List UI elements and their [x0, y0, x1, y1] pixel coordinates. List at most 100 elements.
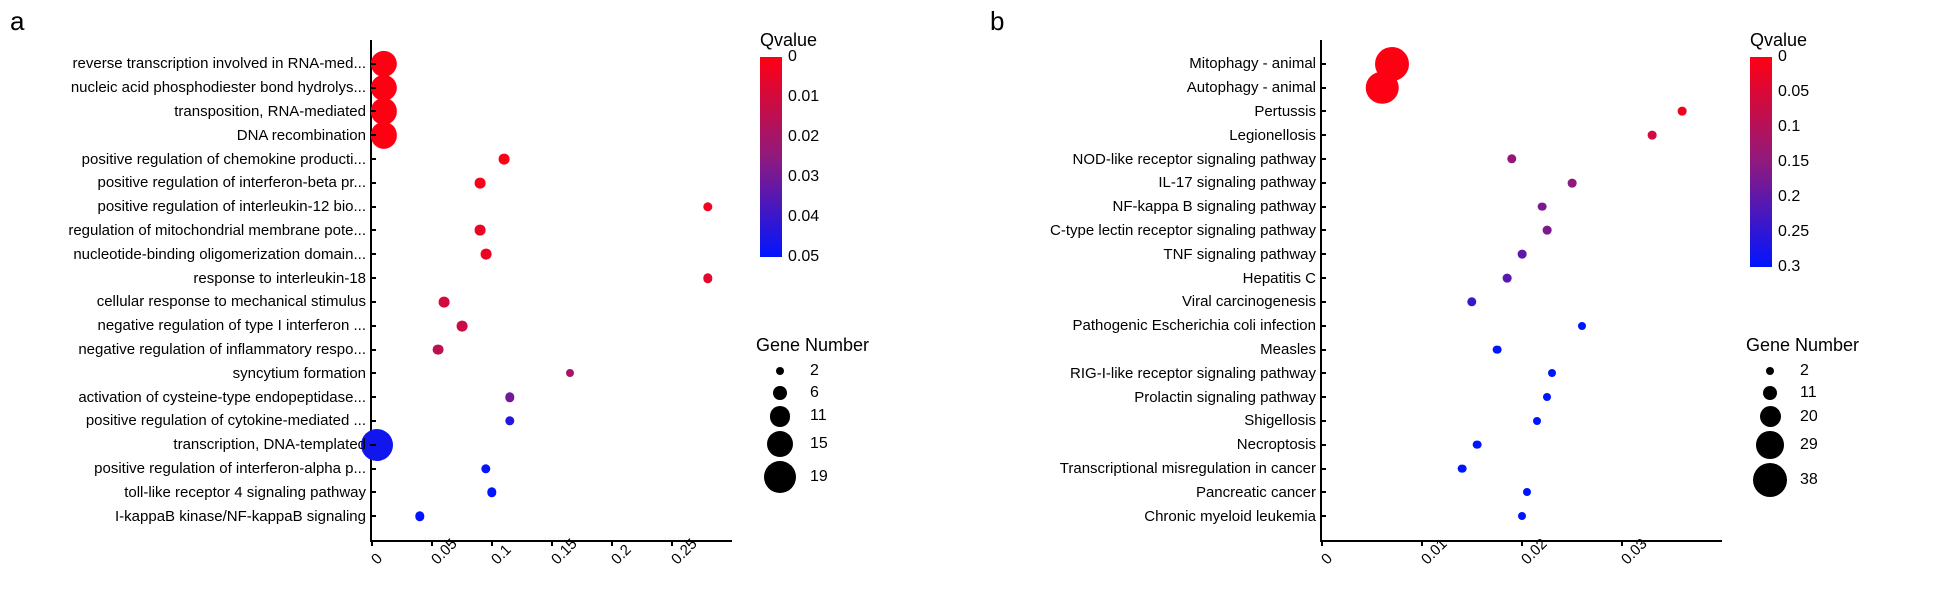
- y-axis-tick: [370, 349, 376, 351]
- data-point: [1473, 440, 1482, 449]
- gene-number-value: 2: [1800, 362, 1809, 380]
- qvalue-tick-label: 0.15: [1778, 153, 1809, 171]
- y-axis-tick: [370, 444, 376, 446]
- gene-number-value: 2: [810, 362, 819, 380]
- y-axis-label: transposition, RNA-mediated: [0, 104, 366, 119]
- qvalue-tick-label: 0.1: [1778, 118, 1800, 136]
- gene-number-swatch-icon: [764, 461, 796, 493]
- y-axis-tick: [1320, 277, 1326, 279]
- y-axis-label: I-kappaB kinase/NF-kappaB signaling: [0, 509, 366, 524]
- y-axis-tick: [1320, 110, 1326, 112]
- data-point: [505, 392, 514, 401]
- gene-number-swatch-icon: [1753, 463, 1787, 497]
- data-point: [1503, 274, 1512, 283]
- y-axis-label: NOD-like receptor signaling pathway: [976, 152, 1316, 167]
- y-axis-tick: [370, 396, 376, 398]
- y-axis-labels: Mitophagy - animalAutophagy - animalPert…: [980, 40, 1320, 540]
- y-axis-tick: [1320, 491, 1326, 493]
- qvalue-legend-title: Qvalue: [1750, 30, 1838, 51]
- data-point: [415, 511, 424, 520]
- data-point: [1543, 393, 1551, 401]
- data-point: [1518, 250, 1527, 259]
- data-point: [475, 177, 486, 188]
- x-axis-tick: [551, 540, 553, 546]
- qvalue-tick-label: 0.05: [788, 248, 819, 266]
- y-axis-tick: [370, 87, 376, 89]
- y-axis-tick: [370, 134, 376, 136]
- data-point: [1548, 369, 1556, 377]
- y-axis-tick: [1320, 158, 1326, 160]
- y-axis-tick: [370, 206, 376, 208]
- y-axis-label: positive regulation of chemokine product…: [0, 152, 366, 167]
- gene-number-value: 20: [1800, 408, 1818, 426]
- y-axis-tick: [1320, 515, 1326, 517]
- y-axis-tick: [370, 229, 376, 231]
- plot-area: 00.010.020.03: [1320, 40, 1722, 542]
- data-point: [1648, 131, 1657, 140]
- y-axis-label: response to interleukin-18: [0, 271, 366, 286]
- y-axis-tick: [370, 491, 376, 493]
- y-axis-label: Autophagy - animal: [976, 80, 1316, 95]
- qvalue-tick-label: 0.05: [1778, 83, 1809, 101]
- qvalue-tick-label: 0.03: [788, 168, 819, 186]
- y-axis-tick: [1320, 444, 1326, 446]
- y-axis-tick: [1320, 349, 1326, 351]
- gene-number-legend-entry: 20: [1746, 406, 1859, 427]
- y-axis-tick: [1320, 87, 1326, 89]
- y-axis-label: Pertussis: [976, 104, 1316, 119]
- y-axis-label: activation of cysteine-type endopeptidas…: [0, 390, 366, 405]
- data-point: [1493, 345, 1502, 354]
- data-point: [1538, 202, 1547, 211]
- data-point: [457, 320, 468, 331]
- data-point: [1568, 178, 1577, 187]
- y-axis-tick: [1320, 182, 1326, 184]
- qvalue-tick-label: 0.25: [1778, 223, 1809, 241]
- qvalue-colorbar: [760, 57, 782, 257]
- data-point: [1523, 488, 1531, 496]
- y-axis-label: toll-like receptor 4 signaling pathway: [0, 485, 366, 500]
- y-axis-tick: [370, 515, 376, 517]
- gene-number-value: 15: [810, 435, 828, 453]
- y-axis-tick: [370, 468, 376, 470]
- data-point: [566, 369, 574, 377]
- gene-number-value: 11: [1800, 384, 1817, 402]
- data-point: [703, 202, 712, 211]
- data-point: [1366, 71, 1399, 104]
- qvalue-tick-label: 0.02: [788, 128, 819, 146]
- y-axis-tick: [370, 301, 376, 303]
- y-axis-tick: [1320, 63, 1326, 65]
- y-axis-tick: [370, 63, 376, 65]
- y-axis-label: Transcriptional misregulation in cancer: [976, 461, 1316, 476]
- qvalue-legend: Qvalue00.010.020.030.040.05: [760, 30, 848, 257]
- y-axis-label: IL-17 signaling pathway: [976, 175, 1316, 190]
- figure-root: a00.050.10.150.20.25reverse transcriptio…: [0, 0, 1960, 598]
- data-point: [703, 273, 712, 282]
- gene-number-swatch-icon: [770, 406, 791, 427]
- y-axis-tick: [1320, 325, 1326, 327]
- panel-label: a: [10, 6, 24, 37]
- x-axis-tick: [1421, 540, 1423, 546]
- gene-number-legend-title: Gene Number: [1746, 335, 1859, 356]
- x-axis-tick-label: 0: [368, 550, 386, 568]
- gene-number-legend-entry: 11: [1746, 384, 1859, 402]
- qvalue-tick-label: 0.3: [1778, 258, 1800, 276]
- gene-number-swatch-icon: [776, 367, 784, 375]
- gene-number-swatch-icon: [1760, 406, 1781, 427]
- x-axis-tick-label: 0: [1318, 550, 1336, 568]
- data-point: [1458, 464, 1467, 473]
- gene-number-value: 29: [1800, 436, 1818, 454]
- y-axis-tick: [370, 277, 376, 279]
- gene-number-value: 6: [810, 384, 819, 402]
- gene-number-value: 11: [810, 407, 827, 425]
- gene-number-legend-entry: 29: [1746, 431, 1859, 459]
- y-axis-label: positive regulation of interferon-beta p…: [0, 175, 366, 190]
- y-axis-label: Chronic myeloid leukemia: [976, 509, 1316, 524]
- y-axis-tick: [1320, 372, 1326, 374]
- data-point: [487, 488, 496, 497]
- data-point: [1533, 417, 1541, 425]
- data-point: [481, 249, 492, 260]
- y-axis-label: C-type lectin receptor signaling pathway: [976, 223, 1316, 238]
- y-axis-label: Pancreatic cancer: [976, 485, 1316, 500]
- gene-number-legend-entry: 6: [756, 384, 869, 402]
- plot-area: 00.050.10.150.20.25: [370, 40, 732, 542]
